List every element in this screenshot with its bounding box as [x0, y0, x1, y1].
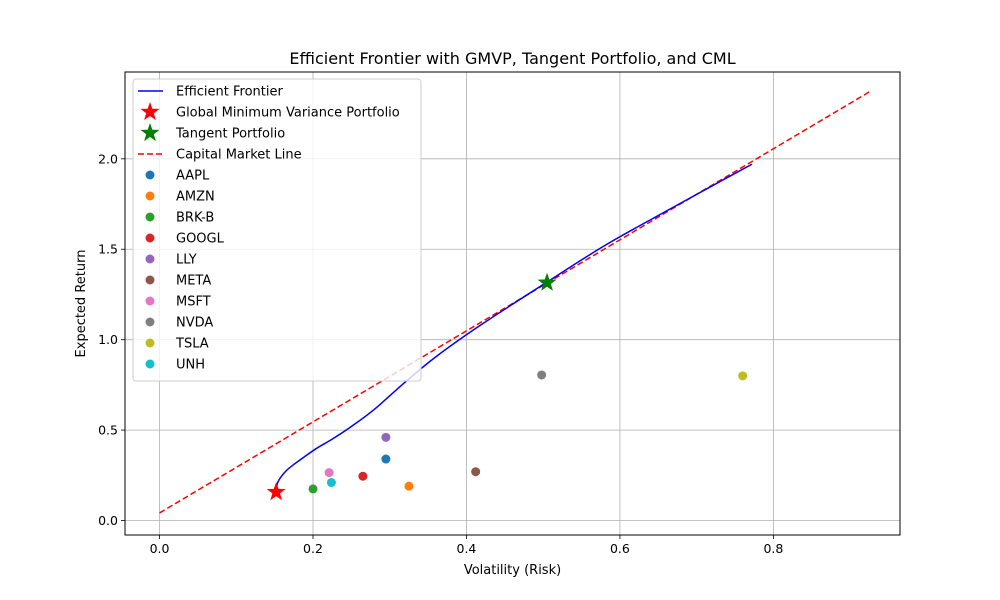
asset-point-aapl	[381, 454, 391, 464]
asset-point-nvda	[537, 370, 547, 380]
y-tick-label: 1.5	[98, 242, 118, 257]
legend-entry-tangent-swatch	[140, 123, 160, 142]
y-tick-label: 0.5	[98, 423, 118, 438]
legend-entry-brk-b-label: BRK-B	[176, 211, 214, 226]
legend-entry-gmvp-swatch	[140, 102, 160, 121]
legend-entry-meta-swatch	[145, 275, 155, 285]
legend-entry-unh-swatch	[145, 359, 155, 369]
legend-entry-tsla-swatch	[145, 338, 155, 348]
legend-entry-brk-b-swatch	[145, 212, 155, 222]
legend-entry-googl-label: GOOGL	[176, 232, 225, 247]
legend-entry-lly-label: LLY	[176, 253, 197, 268]
asset-point-tsla	[738, 371, 748, 381]
plot-frame	[124, 71, 901, 536]
legend-entry-meta-label: META	[176, 274, 211, 289]
legend-entry-unh-label: UNH	[176, 358, 205, 373]
legend-entry-nvda-swatch	[145, 317, 155, 327]
capital-market-line	[159, 91, 870, 514]
portfolio-markers	[266, 272, 557, 501]
asset-point-brk-b	[308, 484, 318, 494]
x-tick-label: 0.0	[150, 541, 170, 556]
chart-title: Efficient Frontier with GMVP, Tangent Po…	[289, 49, 735, 68]
frontier-layer	[275, 163, 753, 490]
asset-point-amzn	[404, 481, 414, 491]
x-tick-label: 0.2	[303, 541, 323, 556]
asset-point-msft	[324, 468, 334, 478]
x-axis-label: Volatility (Risk)	[464, 563, 561, 578]
legend-entry-tangent-label: Tangent Portfolio	[175, 127, 285, 142]
x-tick-label: 0.6	[610, 541, 630, 556]
legend-entry-cml-label: Capital Market Line	[176, 148, 302, 163]
asset-point-googl	[358, 471, 368, 481]
legend-entry-tsla-label: TSLA	[175, 337, 209, 352]
legend-box	[132, 78, 422, 382]
cml-layer	[159, 91, 870, 514]
legend-entry-googl-swatch	[145, 233, 155, 243]
legend-entry-efficient-frontier-label: Efficient Frontier	[176, 85, 283, 100]
y-axis-label: Expected Return	[74, 250, 89, 358]
efficient-frontier-line	[275, 163, 753, 490]
asset-point-meta	[471, 467, 481, 477]
tangent-star-marker	[537, 272, 557, 291]
legend: Efficient Frontier Global Minimum Varianc…	[132, 78, 422, 382]
legend-entry-aapl-swatch	[145, 170, 155, 180]
axis-ticks: 0.0 0.2 0.4 0.6 0.8 0.0 0.5 1.0 1.5 2.0	[98, 151, 783, 556]
x-tick-label: 0.8	[763, 541, 783, 556]
legend-entry-gmvp-label: Global Minimum Variance Portfolio	[176, 106, 400, 121]
x-tick-label: 0.4	[457, 541, 477, 556]
legend-entry-aapl-label: AAPL	[176, 169, 210, 184]
legend-entry-msft-swatch	[145, 296, 155, 306]
legend-entry-amzn-label: AMZN	[176, 190, 215, 205]
asset-point-unh	[326, 478, 336, 488]
asset-point-lly	[381, 432, 391, 442]
asset-points	[308, 370, 748, 494]
y-tick-label: 0.0	[98, 513, 118, 528]
gmvp-star-marker	[266, 482, 286, 501]
y-tick-label: 2.0	[98, 151, 118, 166]
legend-entry-msft-label: MSFT	[176, 295, 211, 310]
legend-entry-nvda-label: NVDA	[176, 316, 213, 331]
legend-entry-lly-swatch	[145, 254, 155, 264]
legend-entry-amzn-swatch	[145, 191, 155, 201]
y-tick-label: 1.0	[98, 332, 118, 347]
